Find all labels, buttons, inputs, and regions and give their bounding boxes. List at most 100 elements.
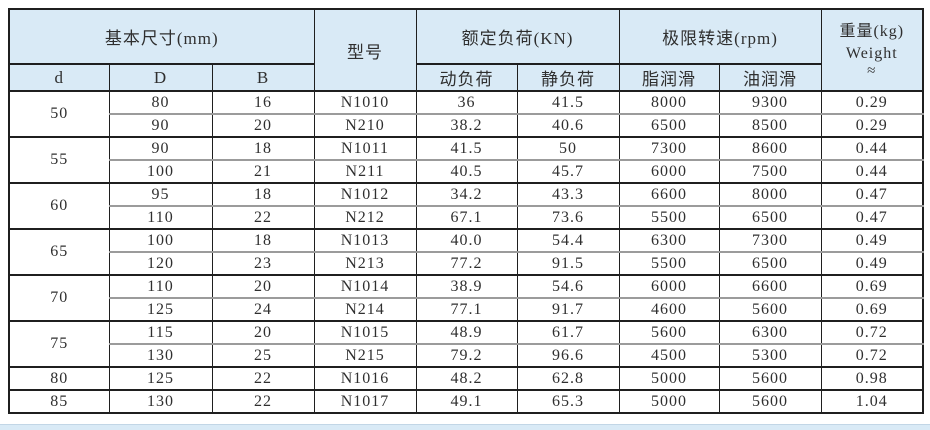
table-cell: N214 <box>313 298 417 322</box>
table-cell: N1014 <box>313 275 417 299</box>
header-grease-lube: 脂润滑 <box>618 64 720 92</box>
table-cell: 38.9 <box>415 275 518 299</box>
table-cell: 22 <box>211 390 315 414</box>
table-cell: 0.72 <box>820 321 924 345</box>
cell-d: 60 <box>8 183 110 230</box>
table-cell: 0.69 <box>820 298 924 322</box>
table-cell: 8600 <box>718 137 822 161</box>
table-cell: 0.47 <box>820 183 924 207</box>
next-section-strip <box>0 424 930 430</box>
table-cell: 96.6 <box>516 344 620 368</box>
bearing-spec-table: 基本尺寸(mm) 型号 额定负荷(KN) 极限转速(rpm) 重量(kg) We… <box>8 8 925 414</box>
cell-d: 75 <box>8 321 110 368</box>
table-cell: 5600 <box>718 298 822 322</box>
table-cell: N215 <box>313 344 417 368</box>
table-cell: 7300 <box>718 229 822 253</box>
table-cell: 22 <box>211 367 315 391</box>
table-cell: 5600 <box>718 390 822 414</box>
table-cell: 38.2 <box>415 114 518 138</box>
table-cell: 20 <box>211 114 315 138</box>
table-cell: 18 <box>211 229 315 253</box>
table-row: 100 21 N211 40.5 45.7 6000 7500 0.44 <box>9 160 924 184</box>
table-cell: 100 <box>108 160 213 184</box>
table-cell: 5000 <box>618 367 720 391</box>
table-cell: 5600 <box>618 321 720 345</box>
table-cell: 77.1 <box>415 298 518 322</box>
table-cell: 54.6 <box>516 275 620 299</box>
table-cell: 5500 <box>618 206 720 230</box>
table-cell: 7500 <box>718 160 822 184</box>
table-cell: 7300 <box>618 137 720 161</box>
table-cell: 41.5 <box>415 137 518 161</box>
table-cell: 110 <box>108 206 213 230</box>
table-row: 90 20 N210 38.2 40.6 6500 8500 0.29 <box>9 114 924 138</box>
table-cell: 6300 <box>718 321 822 345</box>
table-cell: 0.44 <box>820 137 924 161</box>
table-cell: N1017 <box>313 390 417 414</box>
table-cell: 16 <box>211 91 315 115</box>
table-cell: 21 <box>211 160 315 184</box>
table-cell: 95 <box>108 183 213 207</box>
table-cell: 40.6 <box>516 114 620 138</box>
table-cell: 110 <box>108 275 213 299</box>
table-cell: 6500 <box>718 252 822 276</box>
header-weight: 重量(kg) Weight ≈ <box>820 9 924 92</box>
table-cell: 40.0 <box>415 229 518 253</box>
table-row: 60 95 18 N1012 34.2 43.3 6600 8000 0.47 <box>8 183 924 230</box>
table-cell: 8500 <box>718 114 822 138</box>
header-static-load: 静负荷 <box>516 64 620 92</box>
table-cell: 100 <box>108 229 213 253</box>
table-cell: 0.72 <box>820 344 924 368</box>
table-cell: 125 <box>108 298 213 322</box>
table-cell: 4600 <box>618 298 720 322</box>
table-cell: N1016 <box>313 367 417 391</box>
table-cell: 36 <box>415 91 518 115</box>
table-cell: 45.7 <box>516 160 620 184</box>
table-cell: N211 <box>313 160 417 184</box>
table-cell: 79.2 <box>415 344 518 368</box>
table-row: 85 130 22 N1017 49.1 65.3 5000 5600 1.04 <box>8 390 924 414</box>
table-cell: 6000 <box>618 160 720 184</box>
table-cell: 41.5 <box>516 91 620 115</box>
table-cell: 6300 <box>618 229 720 253</box>
table-cell: 90 <box>108 114 213 138</box>
table-cell: 6500 <box>718 206 822 230</box>
table-cell: 25 <box>211 344 315 368</box>
header-d: d <box>8 64 110 92</box>
table-row: 125 24 N214 77.1 91.7 4600 5600 0.69 <box>9 298 924 322</box>
table-header: 基本尺寸(mm) 型号 额定负荷(KN) 极限转速(rpm) 重量(kg) We… <box>8 9 924 92</box>
table-cell: 5600 <box>718 367 822 391</box>
table-cell: 5500 <box>618 252 720 276</box>
table-cell: 24 <box>211 298 315 322</box>
table-cell: 0.98 <box>820 367 924 391</box>
table-cell: N1015 <box>313 321 417 345</box>
table-cell: 65.3 <box>516 390 620 414</box>
table-row: 70 110 20 N1014 38.9 54.6 6000 6600 0.69 <box>8 275 924 322</box>
table-cell: 91.7 <box>516 298 620 322</box>
table-cell: 4500 <box>618 344 720 368</box>
header-dynamic-load: 动负荷 <box>415 64 518 92</box>
header-D: D <box>108 64 213 92</box>
table-cell: N213 <box>313 252 417 276</box>
table-cell: 18 <box>211 137 315 161</box>
header-row-groups: 基本尺寸(mm) 型号 额定负荷(KN) 极限转速(rpm) 重量(kg) We… <box>8 9 924 92</box>
header-row-sub: d D B 动负荷 静负荷 脂润滑 油润滑 <box>8 64 923 92</box>
table-cell: 130 <box>108 390 213 414</box>
table-cell: 20 <box>211 275 315 299</box>
table-cell: 8000 <box>618 91 720 115</box>
table-cell: 54.4 <box>516 229 620 253</box>
table-row: 120 23 N213 77.2 91.5 5500 6500 0.49 <box>9 252 924 276</box>
header-model: 型号 <box>313 9 417 92</box>
table-cell: 91.5 <box>516 252 620 276</box>
table-cell: 0.49 <box>820 229 924 253</box>
table-cell: 77.2 <box>415 252 518 276</box>
table-cell: 1.04 <box>820 390 924 414</box>
table-cell: 22 <box>211 206 315 230</box>
cell-d: 70 <box>8 275 110 322</box>
table-cell: 0.49 <box>820 252 924 276</box>
header-B: B <box>211 64 315 92</box>
table-body: 50 80 16 N1010 36 41.5 8000 9300 0.29 90 20 N210 38.… <box>8 91 924 414</box>
table-cell: 5000 <box>618 390 720 414</box>
cell-d: 85 <box>8 390 110 414</box>
table-cell: 0.44 <box>820 160 924 184</box>
